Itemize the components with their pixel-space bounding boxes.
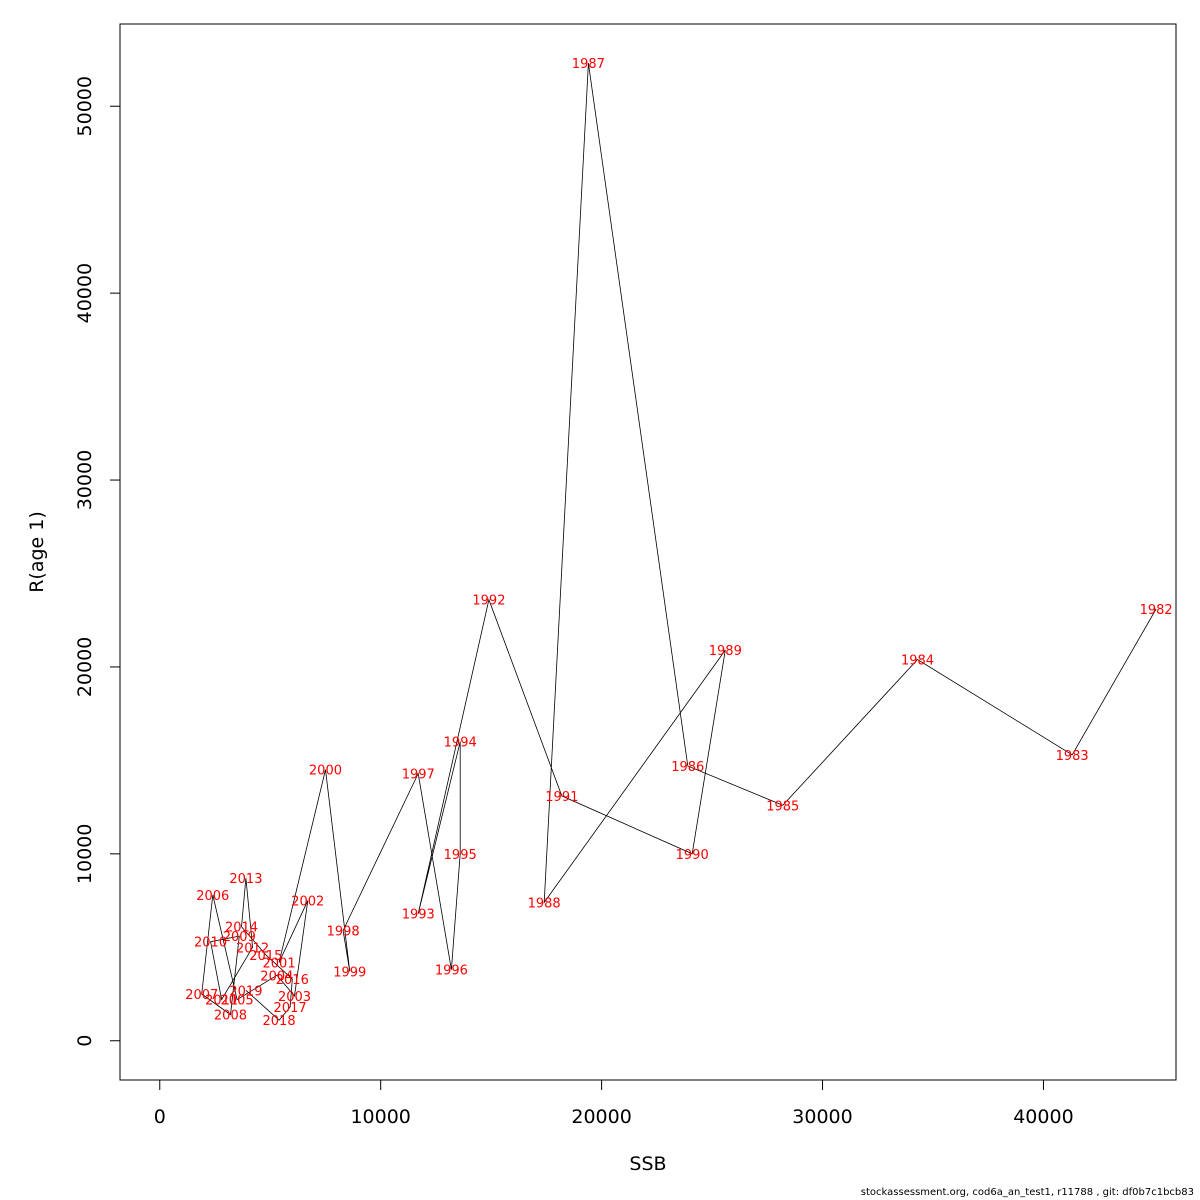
point-label-2019: 2019 (229, 984, 262, 999)
point-label-1998: 1998 (327, 924, 360, 939)
x-axis: 0 10000 20000 30000 40000 (154, 1079, 1074, 1128)
point-label-2004: 2004 (260, 969, 293, 984)
point-label-2013: 2013 (229, 872, 262, 887)
point-label-1983: 1983 (1056, 749, 1089, 764)
point-label-1986: 1986 (671, 760, 704, 775)
point-label-1995: 1995 (444, 848, 477, 863)
point-label-1997: 1997 (402, 767, 435, 782)
point-label-2011: 2011 (205, 994, 238, 1009)
y-axis-label: R(age 1) (26, 511, 48, 593)
x-tick-label: 30000 (792, 1106, 852, 1128)
point-label-1984: 1984 (901, 653, 934, 668)
footer-text: stockassessment.org, cod6a_an_test1, r11… (860, 1187, 1194, 1198)
point-label-2002: 2002 (291, 895, 324, 910)
x-tick-label: 0 (154, 1106, 166, 1128)
point-label-2016: 2016 (276, 973, 309, 988)
plot-frame (119, 23, 1177, 1081)
point-label-1994: 1994 (444, 736, 477, 751)
x-tick-label: 20000 (571, 1106, 631, 1128)
point-label-2005: 2005 (221, 994, 254, 1009)
point-label-2000: 2000 (309, 764, 342, 779)
point-label-2006: 2006 (196, 889, 229, 904)
y-tick-label: 20000 (74, 637, 96, 697)
y-tick-label: 30000 (74, 450, 96, 510)
point-label-1999: 1999 (333, 966, 366, 981)
y-tick-label: 0 (74, 1035, 96, 1047)
point-label-1988: 1988 (528, 896, 561, 911)
point-label-2008: 2008 (214, 1009, 247, 1024)
point-label-1982: 1982 (1140, 603, 1173, 618)
point-labels-group: 1982 1983 1984 1985 1986 1987 1988 1989 1990 1991… (185, 57, 1172, 1029)
y-axis: 0 10000 20000 30000 40000 50000 (74, 76, 121, 1047)
point-label-2014: 2014 (225, 921, 258, 936)
series-path-group (201, 63, 1157, 1021)
y-tick-label: 40000 (74, 263, 96, 323)
y-tick-label: 10000 (74, 824, 96, 884)
point-label-1989: 1989 (709, 644, 742, 659)
point-label-2017: 2017 (274, 1001, 307, 1016)
point-label-2001: 2001 (263, 956, 296, 971)
point-label-1991: 1991 (545, 790, 578, 805)
x-tick-label: 10000 (350, 1106, 410, 1128)
point-label-1985: 1985 (766, 799, 799, 814)
point-label-2012: 2012 (236, 941, 269, 956)
x-axis-label: SSB (629, 1153, 666, 1175)
sr-series-line (201, 63, 1157, 1021)
point-label-1992: 1992 (472, 594, 505, 609)
point-label-1993: 1993 (402, 908, 435, 923)
point-label-1987: 1987 (572, 57, 605, 72)
point-label-2010: 2010 (194, 936, 227, 951)
point-label-2007: 2007 (185, 988, 218, 1003)
point-label-2018: 2018 (263, 1014, 296, 1029)
point-label-1990: 1990 (676, 848, 709, 863)
x-tick-label: 40000 (1013, 1106, 1073, 1128)
y-tick-label: 50000 (74, 76, 96, 136)
point-label-2015: 2015 (249, 949, 282, 964)
point-label-2009: 2009 (223, 930, 256, 945)
point-label-1996: 1996 (435, 964, 468, 979)
point-label-2003: 2003 (278, 990, 311, 1005)
